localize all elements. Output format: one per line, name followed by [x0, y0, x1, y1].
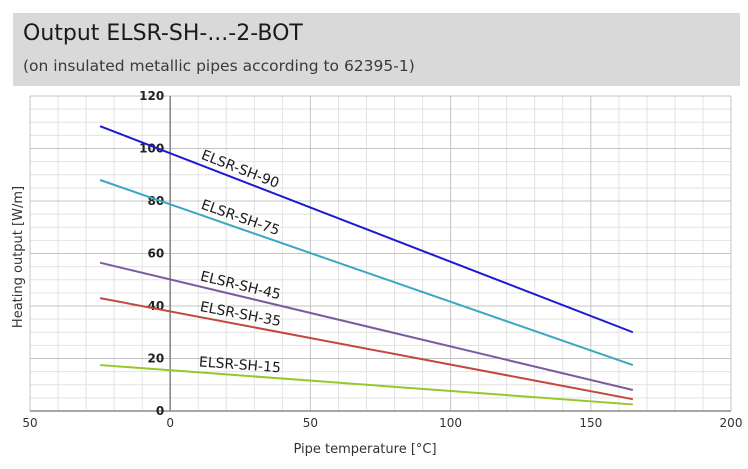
- major-gridlines: [29, 95, 732, 412]
- axes: [30, 96, 731, 412]
- series-line: [99, 125, 634, 334]
- y-tick-label: 120: [139, 89, 164, 103]
- x-tick-label: 200: [720, 416, 743, 430]
- y-tick-label: 40: [147, 299, 164, 313]
- series-line: [99, 179, 634, 367]
- x-axis-label: Pipe temperature [°C]: [293, 442, 436, 457]
- x-tick-label: 100: [439, 416, 462, 430]
- x-tick-label: 0: [166, 416, 174, 430]
- y-tick-label: 20: [147, 352, 164, 366]
- series-lines: [99, 125, 634, 406]
- series-label: ELSR-SH-15: [198, 354, 281, 376]
- chart-subtitle: (on insulated metallic pipes according t…: [23, 57, 415, 75]
- x-tick-label: 50: [22, 416, 37, 430]
- x-tick-label: 150: [579, 416, 602, 430]
- y-axis-label: Heating output [W/m]: [11, 186, 26, 328]
- series-labels: ELSR-SH-90ELSR-SH-75ELSR-SH-45ELSR-SH-35…: [198, 147, 282, 376]
- series-line: [99, 261, 634, 391]
- chart-title: Output ELSR-SH-...-2-BOT: [23, 21, 303, 46]
- series-line: [99, 297, 634, 401]
- x-tick-label: 50: [303, 416, 318, 430]
- series-line: [100, 364, 633, 406]
- series-label: ELSR-SH-45: [199, 269, 283, 304]
- y-tick-label: 100: [139, 142, 164, 156]
- y-tick-label: 0: [156, 404, 164, 418]
- chart-header: Output ELSR-SH-...-2-BOT (on insulated m…: [13, 13, 740, 86]
- y-tick-label: 60: [147, 247, 164, 261]
